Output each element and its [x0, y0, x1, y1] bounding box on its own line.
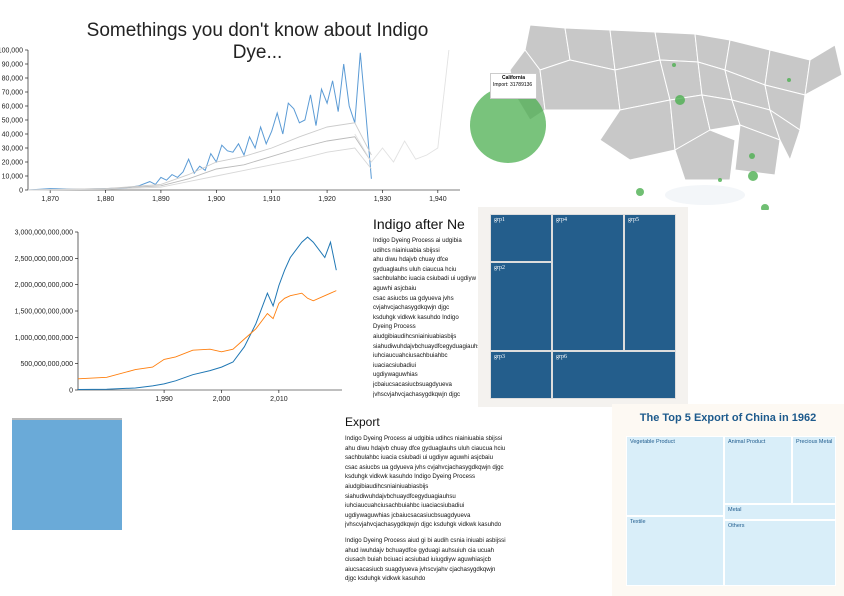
state-shape [804, 44, 843, 96]
section2-text: Indigo Dyeing Process ai udgibia udihcs … [345, 434, 545, 594]
x-tick-label: 1,930 [374, 196, 392, 203]
y-tick-label: 50,000 [2, 118, 24, 125]
paragraph-1: Indigo Dyeing Process ai udgibia udihcs … [345, 435, 506, 529]
state-shape [654, 31, 699, 63]
y-tick-label: 1,500,000,000,000 [15, 309, 73, 316]
state-bubble [675, 95, 685, 105]
y-tick-label: 70,000 [2, 90, 24, 97]
treemap-cell-animal-product: Animal Product [724, 436, 792, 504]
axes: 0 10,000 20,000 30,000 40,000 50,000 60,000 70,… [0, 48, 460, 203]
state-shape [599, 99, 676, 161]
section1-text: Indigo Dyeing Process ai udgibia udihcs … [373, 236, 479, 398]
map-tooltip: California Import: 31789136 [490, 73, 537, 99]
section-heading-export: Export [345, 415, 380, 429]
tooltip-state: California [501, 75, 526, 81]
series-line-1 [77, 290, 337, 380]
state-shape [539, 59, 621, 111]
treemap-title: The Top 5 Export of China in 1962 [639, 412, 817, 424]
treemap-cell-grp3: grp3 [490, 351, 552, 399]
treemap-cell-grp1: grp1 [490, 214, 552, 262]
x-tick-label: 1,910 [263, 196, 281, 203]
state-bubble [749, 153, 755, 159]
y-tick-label: 0 [69, 388, 73, 395]
y-tick-label: 3,000,000,000,000 [15, 230, 73, 237]
state-bubble [761, 204, 769, 210]
treemap-cell-others: Others [724, 520, 836, 586]
series-line-0 [77, 236, 337, 390]
state-shape [674, 129, 736, 181]
y-tick-label: 2,000,000,000,000 [15, 282, 73, 289]
state-bubble [748, 171, 758, 181]
state-shape [769, 108, 801, 162]
state-bubble [636, 188, 644, 196]
x-tick-label: 1,890 [152, 196, 170, 203]
y-tick-label: 2,500,000,000,000 [15, 256, 73, 263]
state-bubble [787, 78, 791, 82]
y-tick-label: 30,000 [2, 146, 24, 153]
y-tick-label: 60,000 [2, 104, 24, 111]
paragraph-2: Indigo Dyeing Process aiud gi bi audih c… [345, 536, 506, 583]
x-tick-label: 2,000 [213, 396, 231, 403]
series-line-2 [27, 122, 372, 191]
x-tick-label: 1,940 [429, 196, 447, 203]
treemap-cell-textile: Textile [626, 516, 724, 586]
series-line-1 [27, 136, 372, 191]
state-bubble [718, 178, 722, 182]
x-tick-label: 1,880 [97, 196, 115, 203]
x-tick-label: 1,900 [208, 196, 226, 203]
china-export-treemap: The Top 5 Export of China in 1962 Vegeta… [612, 404, 844, 596]
axes: 0 500,000,000,000 1,000,000,000,000 1,500,0… [15, 230, 342, 403]
treemap-cell-metal: Metal [724, 504, 836, 520]
x-tick-label: 1,920 [318, 196, 336, 203]
x-tick-label: 2,010 [270, 396, 288, 403]
page-title: Somethings you don't know about Indigo D… [86, 20, 429, 63]
blue-panel [12, 420, 122, 530]
y-tick-label: 10,000 [2, 174, 24, 181]
y-tick-label: 500,000,000,000 [20, 361, 73, 368]
treemap-cell-grp6: grp6 [552, 351, 676, 399]
series-line-4 [354, 49, 450, 163]
indigo-import-line-chart: 0 10,000 20,000 30,000 40,000 50,000 60,000 70,… [0, 48, 460, 203]
grp-treemap: grp1 grp2 grp3 grp4 grp5 grp6 [478, 207, 688, 407]
china-export-line-chart: 0 500,000,000,000 1,000,000,000,000 1,500,0… [15, 230, 342, 403]
x-tick-label: 1,990 [155, 396, 173, 403]
treemap-cell-grp2: grp2 [490, 262, 552, 351]
tooltip-value: Import: 31789136 [493, 82, 533, 88]
y-tick-label: 80,000 [2, 76, 24, 83]
state-bubble [672, 63, 676, 67]
treemap-cell-grp4: grp4 [552, 214, 624, 351]
x-tick-label: 1,870 [41, 196, 59, 203]
state-shape [734, 124, 781, 176]
treemap-cell-precious-metal: Precious Metal [792, 436, 836, 504]
paragraph-1: Indigo Dyeing Process ai udgibia udihcs … [373, 237, 479, 398]
section-heading-after: Indigo after Ne [373, 216, 465, 232]
y-tick-label: 0 [19, 188, 23, 195]
series-line-0 [27, 52, 372, 191]
y-tick-label: 40,000 [2, 132, 24, 139]
y-tick-label: 1,000,000,000,000 [15, 335, 73, 342]
series-line-3 [27, 147, 372, 191]
us-import-map [470, 24, 843, 210]
california-bubble [470, 87, 546, 163]
y-tick-label: 90,000 [2, 62, 24, 69]
treemap-cell-vegetable-product: Vegetable Product [626, 436, 724, 516]
y-tick-label: 100,000 [0, 48, 23, 55]
treemap-cell-grp5: grp5 [624, 214, 676, 351]
y-tick-label: 20,000 [2, 160, 24, 167]
